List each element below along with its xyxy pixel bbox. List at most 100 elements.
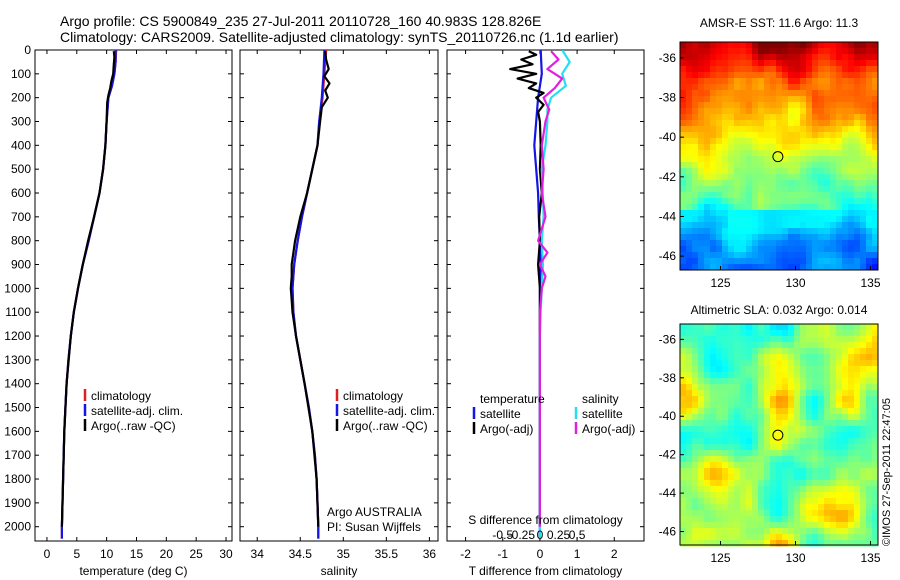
map-cell	[692, 228, 699, 235]
map-cell	[794, 474, 801, 481]
map-cell	[830, 48, 837, 55]
x-tick-label: -2	[460, 547, 471, 561]
map-cell	[782, 192, 789, 199]
map-cell	[806, 84, 813, 91]
map-cell	[692, 540, 699, 547]
map-cell	[716, 144, 723, 151]
map-cell	[752, 258, 759, 265]
map-cell	[680, 402, 687, 409]
map-cell	[680, 60, 687, 67]
map-cell	[860, 330, 867, 337]
map-cell	[836, 402, 843, 409]
map-cell	[812, 138, 819, 145]
map-cell	[758, 336, 765, 343]
map-cell	[866, 432, 873, 439]
map-cell	[842, 252, 849, 259]
map-cell	[728, 510, 735, 517]
map-cell	[698, 426, 705, 433]
map-cell	[794, 402, 801, 409]
map-cell	[782, 72, 789, 79]
map-cell	[746, 396, 753, 403]
map-cell	[710, 366, 717, 373]
map-cell	[794, 114, 801, 121]
map-cell	[704, 120, 711, 127]
map-cell	[734, 522, 741, 529]
map-cell	[776, 378, 783, 385]
map-cell	[866, 138, 873, 145]
map-cell	[842, 60, 849, 67]
map-cell	[770, 168, 777, 175]
map-cell	[740, 144, 747, 151]
map-cell	[794, 54, 801, 61]
map-cell	[686, 42, 693, 49]
map-cell	[722, 342, 729, 349]
map-cell	[854, 330, 861, 337]
map-cell	[716, 246, 723, 253]
map-cell	[842, 156, 849, 163]
map-cell	[686, 180, 693, 187]
map-cell	[746, 132, 753, 139]
map-cell	[758, 474, 765, 481]
map-cell	[794, 108, 801, 115]
map-cell	[770, 414, 777, 421]
map-cell	[782, 390, 789, 397]
map-cell	[758, 48, 765, 55]
map-cell	[746, 114, 753, 121]
map-cell	[758, 390, 765, 397]
map-cell	[728, 252, 735, 259]
map-cell	[692, 42, 699, 49]
map-cell	[686, 222, 693, 229]
map-cell	[800, 162, 807, 169]
map-cell	[818, 450, 825, 457]
map-cell	[842, 102, 849, 109]
map-cell	[764, 384, 771, 391]
map-cell	[842, 426, 849, 433]
map-cell	[842, 120, 849, 127]
map-cell	[752, 324, 759, 331]
map-cell	[776, 348, 783, 355]
map-cell	[758, 108, 765, 115]
map-cell	[788, 132, 795, 139]
map-cell	[806, 210, 813, 217]
map-cell	[770, 84, 777, 91]
map-cell	[734, 138, 741, 145]
map-cell	[848, 324, 855, 331]
map-cell	[794, 342, 801, 349]
map-cell	[752, 168, 759, 175]
map-cell	[860, 150, 867, 157]
map-cell	[686, 516, 693, 523]
map-cell	[734, 48, 741, 55]
map-cell	[812, 516, 819, 523]
map-cell	[770, 474, 777, 481]
map-cell	[812, 438, 819, 445]
map-cell	[680, 120, 687, 127]
map-cell	[866, 414, 873, 421]
map-cell	[866, 78, 873, 85]
map-cell	[728, 246, 735, 253]
map-cell	[740, 252, 747, 259]
map-cell	[836, 444, 843, 451]
map-cell	[848, 504, 855, 511]
map-cell	[740, 492, 747, 499]
map-cell	[728, 264, 735, 271]
map-cell	[776, 480, 783, 487]
map-cell	[782, 330, 789, 337]
map-cell	[812, 252, 819, 259]
map-cell	[764, 480, 771, 487]
map-cell	[722, 522, 729, 529]
map-cell	[758, 132, 765, 139]
map-cell	[782, 504, 789, 511]
map-cell	[848, 456, 855, 463]
map-cell	[740, 372, 747, 379]
map-cell	[830, 252, 837, 259]
map-cell	[824, 48, 831, 55]
map-cell	[728, 78, 735, 85]
map-cell	[812, 444, 819, 451]
map-cell	[818, 162, 825, 169]
map-cell	[770, 366, 777, 373]
map-cell	[710, 90, 717, 97]
map-cell	[776, 54, 783, 61]
map-cell	[680, 144, 687, 151]
map-cell	[872, 486, 879, 493]
map-cell	[752, 90, 759, 97]
